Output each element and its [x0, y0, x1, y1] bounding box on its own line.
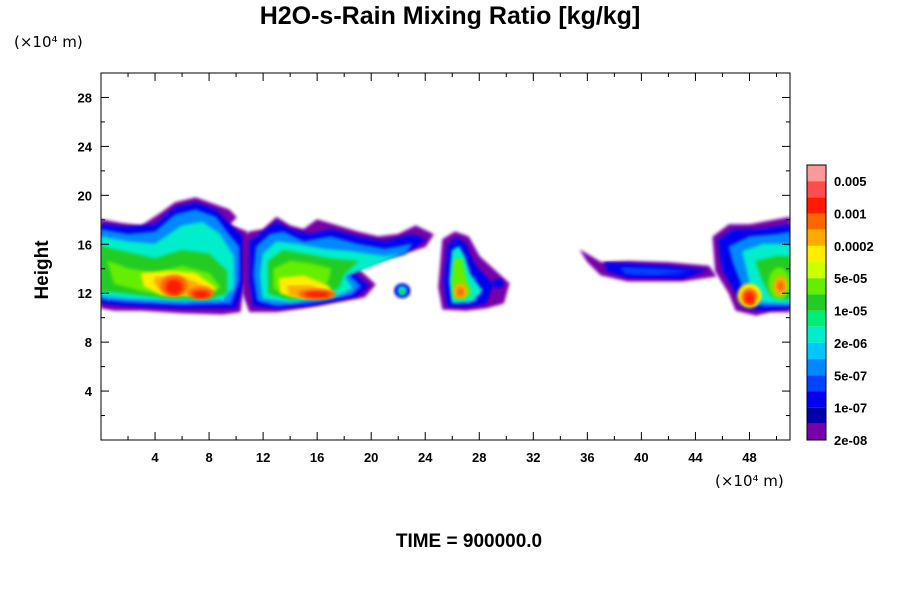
- colorbar-swatch: [807, 262, 826, 279]
- y-tick-label: 28: [78, 90, 92, 105]
- colorbar-swatch: [807, 407, 826, 424]
- colorbar-swatch: [807, 278, 826, 295]
- contour-region: [456, 287, 464, 297]
- x-tick-label: 32: [526, 450, 540, 465]
- colorbar-label: 1e-05: [834, 304, 867, 319]
- colorbar-label: 0.0002: [834, 239, 874, 254]
- contour-region: [777, 280, 784, 291]
- y-tick-label: 8: [85, 335, 92, 350]
- chart-title: H2O-s-Rain Mixing Ratio [kg/kg]: [259, 2, 641, 30]
- x-tick-label: 48: [742, 450, 756, 465]
- colorbar-label: 0.005: [834, 174, 867, 189]
- colorbar-swatch: [807, 342, 826, 360]
- colorbar-swatch: [807, 245, 826, 263]
- colorbar-swatch: [807, 310, 826, 327]
- x-tick-label: 12: [256, 450, 270, 465]
- colorbar-label: 5e-07: [834, 368, 867, 383]
- x-axis: 4 8 12 16 20 24 28 32 36 40 44 48: [127, 73, 777, 465]
- colorbar-swatch: [807, 181, 826, 198]
- colorbar-swatch: [807, 165, 826, 182]
- contour-region: [400, 289, 405, 295]
- x-tick-label: 16: [310, 450, 324, 465]
- y-tick-label: 12: [78, 286, 92, 301]
- y-tick-label: 24: [78, 139, 93, 154]
- x-tick-label: 36: [580, 450, 594, 465]
- rain-core-middle: [304, 291, 330, 298]
- rain-core-right: [744, 292, 755, 304]
- x-axis-unit: (×10⁴ m): [715, 472, 784, 490]
- y-axis-unit: (×10⁴ m): [14, 33, 83, 51]
- contour-region: [192, 290, 210, 299]
- colorbar-swatch: [807, 294, 826, 311]
- colorbar-swatch: [807, 229, 826, 246]
- plot-frame: [100, 72, 791, 441]
- x-tick-label: 20: [364, 450, 378, 465]
- colorbar-swatch: [807, 326, 826, 343]
- colorbar-swatch: [807, 391, 826, 408]
- contour-region: [492, 278, 504, 289]
- colorbar-frame: [806, 164, 827, 441]
- colorbar-label: 0.001: [834, 207, 867, 222]
- y-tick-label: 4: [85, 384, 93, 399]
- contour-region: [620, 267, 690, 276]
- rain-core-left: [165, 279, 183, 295]
- y-axis: 4 8 12 16 20 24 28: [78, 90, 790, 417]
- colorbar-swatch: [807, 375, 826, 392]
- x-tick-label: 24: [418, 450, 433, 465]
- x-tick-label: 28: [472, 450, 486, 465]
- x-tick-label: 40: [634, 450, 648, 465]
- y-tick-label: 16: [78, 237, 92, 252]
- time-footer: TIME = 900000.0: [395, 531, 543, 552]
- colorbar-legend: 0.005 0.001 0.0002 5e-05 1e-05 2e-06 5e-07 1e-0…: [806, 164, 874, 448]
- colorbar-label: 2e-06: [834, 336, 867, 351]
- colorbar-label: 2e-08: [834, 433, 867, 448]
- contour-fields: [101, 197, 790, 316]
- colorbar-label: 5e-05: [834, 271, 867, 286]
- colorbar-swatch: [807, 423, 826, 440]
- x-tick-label: 4: [151, 450, 159, 465]
- colorbar-label: 1e-07: [834, 401, 867, 416]
- colorbar-swatch: [807, 213, 826, 230]
- x-tick-label: 44: [688, 450, 703, 465]
- y-tick-label: 20: [78, 188, 92, 203]
- x-tick-label: 8: [205, 450, 212, 465]
- colorbar-swatch: [807, 359, 826, 376]
- colorbar-swatch: [807, 197, 826, 214]
